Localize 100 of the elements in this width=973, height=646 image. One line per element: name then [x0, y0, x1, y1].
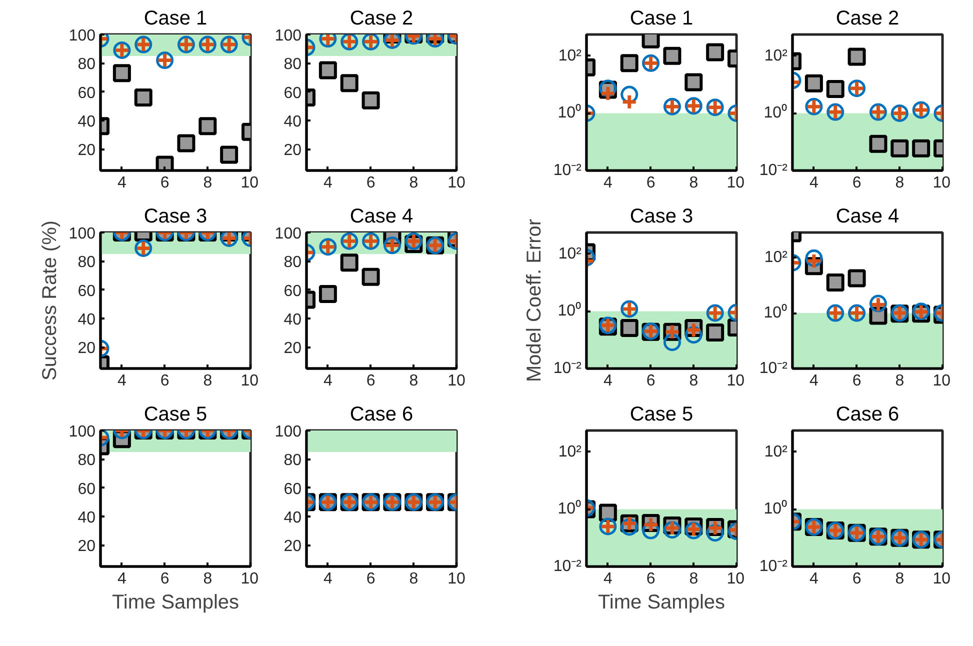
x-tick-label: 8 — [895, 570, 904, 588]
x-tick-label: 6 — [366, 174, 376, 192]
x-tick-label: 10 — [726, 570, 745, 588]
x-tick-label: 6 — [852, 372, 862, 390]
y-tick-label: 10⁰ — [558, 302, 582, 320]
y-tick-label: 100 — [274, 226, 302, 242]
x-tick-label: 4 — [117, 372, 126, 390]
x-tick-label: 4 — [117, 174, 126, 192]
y-tick-label: 10⁻² — [553, 558, 582, 575]
x-tick-label: 4 — [323, 570, 332, 588]
y-axis-title: Model Coeff. Error — [523, 218, 546, 382]
y-tick-label: 60 — [78, 84, 96, 102]
x-tick-label: 10 — [932, 570, 951, 588]
y-tick-label: 10⁰ — [558, 104, 582, 122]
y-tick-label: 20 — [78, 340, 96, 358]
x-tick-label: 6 — [646, 174, 656, 192]
y-tick-label: 10² — [558, 47, 582, 64]
x-tick-label: 10 — [932, 372, 951, 390]
y-tick-label: 80 — [78, 452, 96, 470]
y-tick-label: 10⁻² — [759, 360, 788, 377]
x-tick-label: 6 — [160, 174, 170, 192]
y-tick-label: 60 — [78, 282, 96, 300]
chart-title: Case 2 — [350, 8, 414, 30]
y-tick-label: 40 — [284, 113, 302, 130]
x-tick-label: 8 — [409, 372, 418, 390]
x-tick-label: 8 — [409, 174, 418, 192]
x-tick-label: 10 — [240, 570, 259, 588]
x-tick-label: 4 — [603, 174, 612, 192]
y-tick-label: 80 — [78, 56, 96, 74]
x-tick-label: 10 — [726, 372, 745, 390]
y-tick-label: 10² — [764, 249, 788, 266]
x-axis-title: Time Samples — [598, 592, 726, 614]
x-tick-label: 8 — [203, 570, 212, 588]
y-tick-label: 20 — [284, 340, 302, 358]
y-tick-label: 100 — [68, 28, 96, 44]
y-tick-label: 10⁰ — [764, 104, 788, 122]
y-tick-label: 20 — [78, 538, 96, 556]
x-tick-label: 6 — [160, 570, 170, 588]
chart-title: Case 3 — [144, 206, 208, 228]
x-tick-label: 4 — [603, 570, 612, 588]
x-tick-label: 10 — [448, 570, 466, 588]
y-tick-label: 100 — [274, 424, 302, 440]
y-tick-label: 10² — [764, 443, 788, 460]
y-tick-label: 10⁻² — [759, 558, 788, 575]
x-tick-label: 8 — [203, 174, 212, 192]
chart-title: Case 5 — [144, 404, 208, 426]
y-tick-label: 10⁻² — [553, 162, 582, 179]
y-tick-label: 20 — [78, 142, 96, 160]
y-tick-label: 20 — [284, 142, 302, 160]
x-tick-label: 4 — [809, 372, 818, 390]
y-tick-label: 100 — [68, 424, 96, 440]
x-axis-title: Time Samples — [112, 592, 240, 614]
y-tick-label: 60 — [284, 480, 302, 498]
chart-title: Case 1 — [630, 8, 694, 30]
y-tick-label: 10⁻² — [553, 360, 582, 377]
x-tick-label: 10 — [726, 174, 745, 192]
x-tick-label: 4 — [323, 372, 332, 390]
y-tick-label: 40 — [78, 113, 96, 130]
y-tick-label: 10⁰ — [558, 500, 582, 518]
x-tick-label: 8 — [895, 372, 904, 390]
x-tick-label: 10 — [932, 174, 951, 192]
y-tick-label: 100 — [68, 226, 96, 242]
x-tick-label: 6 — [366, 570, 376, 588]
x-tick-label: 6 — [646, 372, 656, 390]
x-tick-label: 10 — [448, 372, 466, 390]
x-tick-label: 8 — [689, 174, 698, 192]
x-tick-label: 6 — [646, 570, 656, 588]
x-tick-label: 8 — [203, 372, 212, 390]
x-tick-label: 10 — [240, 174, 259, 192]
y-tick-label: 10² — [558, 245, 582, 262]
y-tick-label: 20 — [284, 538, 302, 556]
x-tick-label: 6 — [366, 372, 376, 390]
y-tick-label: 40 — [78, 509, 96, 526]
y-tick-label: 80 — [284, 254, 302, 272]
x-tick-label: 10 — [448, 174, 466, 192]
y-tick-label: 60 — [284, 282, 302, 300]
chart-title: Case 4 — [836, 206, 900, 228]
chart-title: Case 6 — [350, 404, 414, 426]
x-tick-label: 4 — [809, 570, 818, 588]
y-tick-label: 40 — [284, 311, 302, 328]
y-tick-label: 80 — [78, 254, 96, 272]
y-tick-label: 60 — [284, 84, 302, 102]
y-tick-label: 80 — [284, 452, 302, 470]
chart-title: Case 2 — [836, 8, 900, 30]
x-tick-label: 6 — [852, 174, 862, 192]
y-tick-label: 10⁰ — [764, 304, 788, 322]
y-tick-label: 10² — [764, 47, 788, 64]
y-tick-label: 10⁰ — [764, 500, 788, 518]
x-tick-label: 8 — [689, 570, 698, 588]
y-tick-label: 100 — [274, 28, 302, 44]
chart-title: Case 5 — [630, 404, 694, 426]
x-tick-label: 4 — [323, 174, 332, 192]
chart-title: Case 6 — [836, 404, 900, 426]
x-tick-label: 10 — [240, 372, 259, 390]
x-tick-label: 8 — [409, 570, 418, 588]
y-tick-label: 60 — [78, 480, 96, 498]
x-tick-label: 4 — [809, 174, 818, 192]
y-tick-label: 10² — [558, 443, 582, 460]
chart-title: Case 4 — [350, 206, 414, 228]
y-tick-label: 40 — [284, 509, 302, 526]
